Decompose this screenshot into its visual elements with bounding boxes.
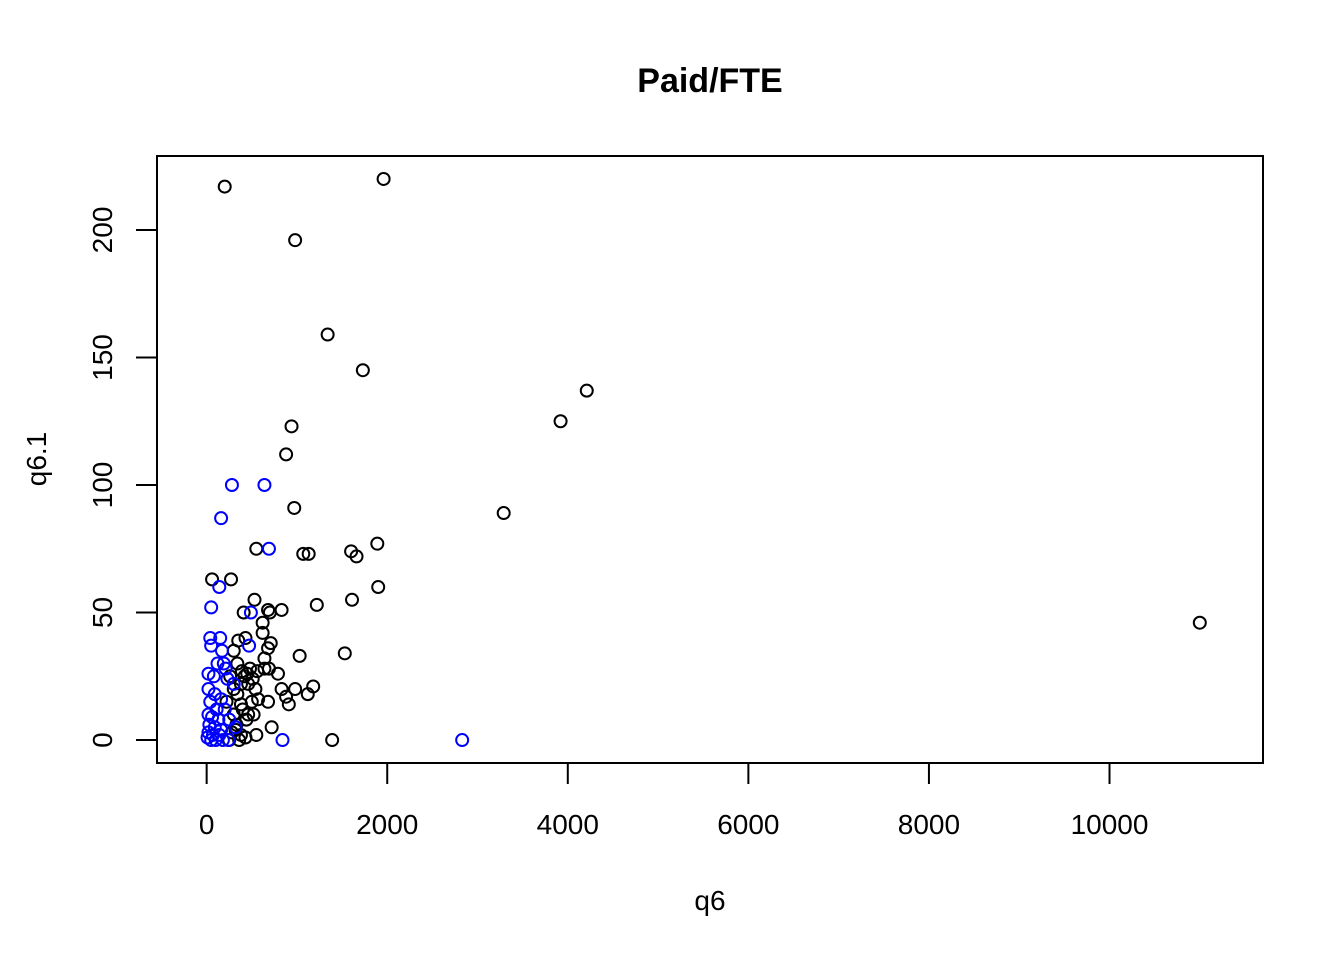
- plot-frame: [156, 155, 1264, 764]
- scatter-point-blue: [218, 661, 233, 676]
- scatter-point-black: [320, 327, 335, 342]
- scatter-point-blue: [204, 638, 219, 653]
- scatter-point-black: [248, 682, 263, 697]
- x-tick-label: 0: [199, 809, 215, 840]
- scatter-point-black: [300, 687, 315, 702]
- x-tick-label: 10000: [1071, 809, 1149, 840]
- scatter-point-blue: [242, 638, 257, 653]
- y-tick-label: 200: [87, 207, 118, 254]
- scatter-point-blue: [261, 541, 276, 556]
- scatter-point-black: [251, 692, 266, 707]
- scatter-point-black: [376, 171, 391, 186]
- scatter-point-black: [279, 447, 294, 462]
- scatter-point-black: [579, 383, 594, 398]
- scatter-point-black: [337, 646, 352, 661]
- scatter-point-black: [238, 631, 253, 646]
- scatter-point-blue: [224, 478, 239, 493]
- scatter-point-blue: [228, 720, 243, 735]
- x-tick-label: 8000: [898, 809, 960, 840]
- scatter-point-black: [349, 549, 364, 564]
- scatter-point-black: [370, 536, 385, 551]
- scatter-point-blue: [215, 733, 230, 748]
- scatter-point-black: [223, 669, 238, 684]
- scatter-point-black: [292, 648, 307, 663]
- scatter-point-black: [553, 414, 568, 429]
- scatter-point-black: [262, 605, 277, 620]
- y-tick-label: 0: [87, 732, 118, 748]
- scatter-point-black: [249, 541, 264, 556]
- scatter-point-black: [274, 602, 289, 617]
- scatter-point-black: [255, 615, 270, 630]
- x-tick-label: 2000: [356, 809, 418, 840]
- scatter-point-black: [301, 546, 316, 561]
- scatter-point-blue: [206, 669, 221, 684]
- scatter-point-black: [257, 661, 272, 676]
- scatter-point-blue: [455, 733, 470, 748]
- scatter-point-black: [261, 602, 276, 617]
- scatter-point-blue: [275, 733, 290, 748]
- scatter-point-black: [279, 689, 294, 704]
- scatter-point-blue: [214, 511, 229, 526]
- scatter-point-black: [355, 363, 370, 378]
- scatter-point-black: [261, 694, 276, 709]
- scatter-point-black: [245, 671, 260, 686]
- data-points: [200, 171, 1207, 748]
- scatter-point-blue: [204, 600, 219, 615]
- scatter-point-black: [287, 500, 302, 515]
- scatter-point-black: [224, 572, 239, 587]
- x-tick-label: 4000: [537, 809, 599, 840]
- scatter-point-black: [236, 605, 251, 620]
- scatter-point-black: [309, 597, 324, 612]
- y-axis-label: q6.1: [21, 432, 52, 487]
- scatter-point-black: [270, 666, 285, 681]
- scatter-point-blue: [203, 631, 218, 646]
- scatter-point-black: [325, 733, 340, 748]
- scatter-point-black: [226, 643, 241, 658]
- scatter-point-black: [281, 697, 296, 712]
- x-tick-label: 6000: [717, 809, 779, 840]
- scatter-point-black: [205, 572, 220, 587]
- scatter-point-black: [230, 656, 245, 671]
- scatter-point-black: [288, 682, 303, 697]
- chart-title: Paid/FTE: [637, 62, 782, 100]
- scatter-point-blue: [243, 605, 258, 620]
- scatter-point-black: [345, 592, 360, 607]
- x-axis: 0 2000 4000 6000 8000 10000: [199, 762, 1149, 840]
- scatter-point-black: [1192, 615, 1207, 630]
- scatter-point-black: [284, 419, 299, 434]
- scatter-point-black: [288, 233, 303, 248]
- scatter-point-black: [247, 592, 262, 607]
- scatter-point-blue: [205, 710, 220, 725]
- y-tick-label: 100: [87, 462, 118, 509]
- scatter-point-blue: [215, 643, 230, 658]
- scatter-point-black: [233, 697, 248, 712]
- scatter-point-black: [217, 179, 232, 194]
- y-tick-label: 50: [87, 597, 118, 628]
- scatter-point-blue: [221, 733, 236, 748]
- scatter-point-blue: [257, 478, 272, 493]
- y-tick-label: 150: [87, 334, 118, 381]
- scatter-point-black: [255, 625, 270, 640]
- scatter-point-black: [371, 580, 386, 595]
- scatter-point-black: [264, 720, 279, 735]
- scatter-point-blue: [200, 730, 215, 745]
- scatter-point-blue: [212, 580, 227, 595]
- scatter-point-black: [296, 546, 311, 561]
- y-axis: 0 50 100 150 200: [87, 207, 158, 748]
- x-axis-label: q6: [694, 885, 725, 916]
- scatter-point-black: [274, 682, 289, 697]
- scatter-point-black: [496, 506, 511, 521]
- scatter-point-blue: [226, 676, 241, 691]
